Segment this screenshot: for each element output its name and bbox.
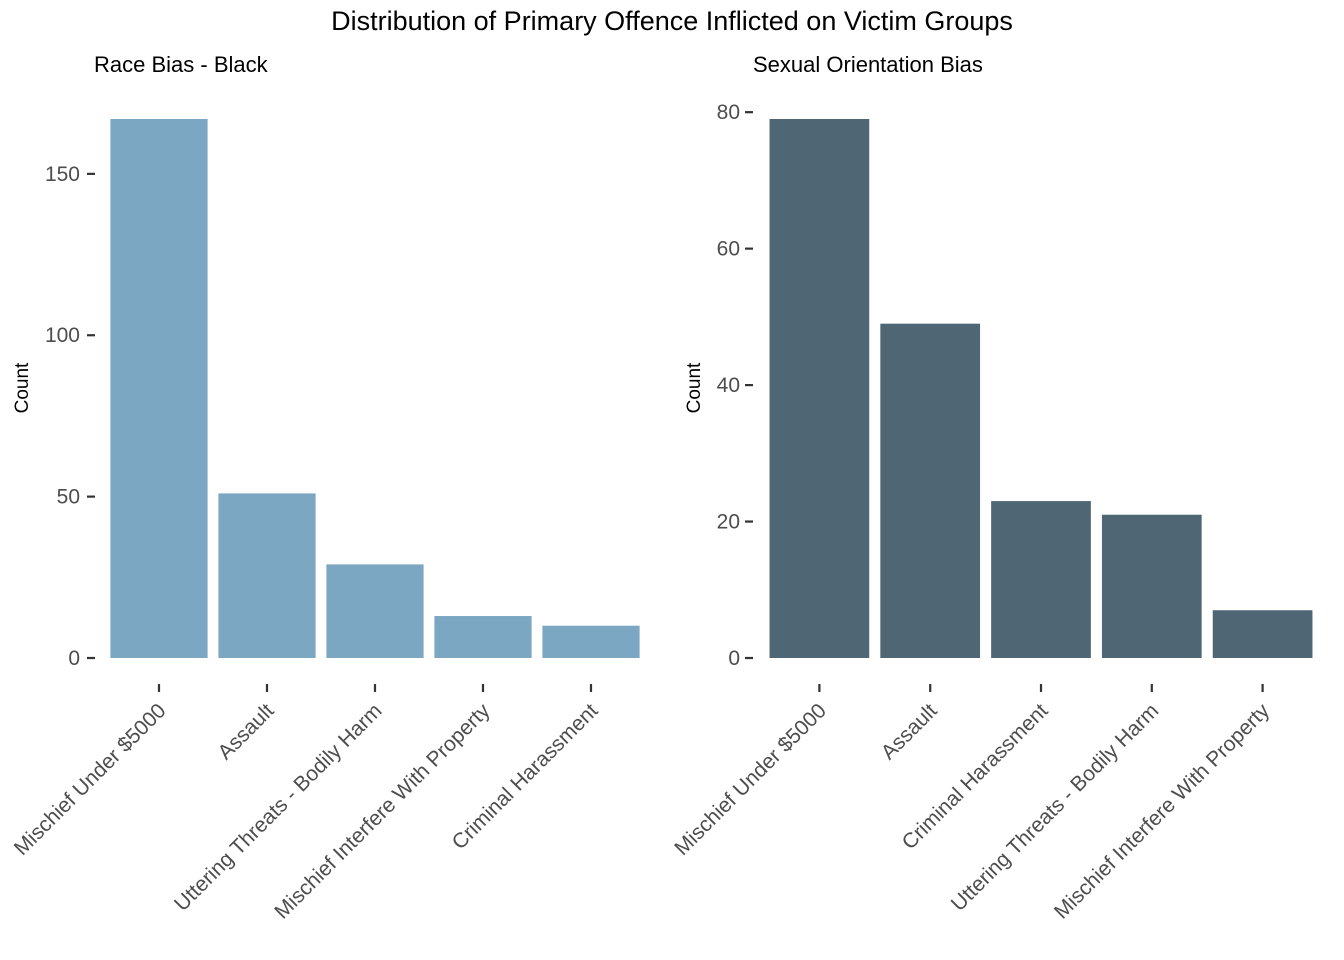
y-tick-label: 50 [57, 486, 80, 509]
y-axis-title: Count [684, 362, 705, 413]
panel-race-bias-black: Race Bias - Black Count 0 50 100 150 Mischief … [10, 52, 640, 923]
x-tick-label: Mischief Under $5000 [10, 699, 171, 860]
figure-title: Distribution of Primary Offence Inflicte… [331, 6, 1013, 36]
x-tick-label: Assault [214, 699, 279, 764]
y-tick-label: 80 [717, 101, 740, 124]
x-tick-label: Mischief Interfere With Property [1050, 699, 1275, 924]
y-axis-title: Count [12, 362, 33, 413]
y-tick-label: 40 [717, 374, 740, 397]
bar-mischief-interfere-with-property [434, 616, 532, 658]
y-tick-label: 60 [717, 238, 740, 261]
bar-assault [880, 323, 981, 658]
y-tick-label: 20 [717, 511, 740, 534]
x-tick-label: Uttering Threats - Bodily Harm [947, 699, 1164, 916]
x-tick-label: Mischief Under $5000 [670, 699, 831, 860]
bar-mischief-under-5000 [110, 119, 208, 658]
panel-title: Sexual Orientation Bias [753, 52, 983, 77]
x-tick-label: Assault [877, 699, 942, 764]
y-tick-label: 150 [45, 163, 80, 186]
bar-criminal-harassment [991, 501, 1091, 658]
bar-uttering-threats-bodily-harm [326, 564, 424, 658]
bar-criminal-harassment [542, 625, 640, 658]
y-tick-label: 0 [728, 647, 740, 670]
bar-uttering-threats-bodily-harm [1101, 514, 1202, 658]
y-tick-label: 0 [68, 647, 80, 670]
x-tick-label: Uttering Threats - Bodily Harm [170, 699, 387, 916]
panel-title: Race Bias - Black [94, 52, 269, 77]
y-tick-label: 100 [45, 324, 80, 347]
bar-mischief-interfere-with-property [1212, 610, 1313, 658]
panel-sexual-orientation-bias: Sexual Orientation Bias Count 0 20 40 60 80 Mis… [670, 52, 1313, 924]
x-tick-label: Mischief Interfere With Property [270, 699, 495, 924]
bar-mischief-under-5000 [769, 119, 870, 658]
bar-assault [218, 493, 316, 658]
